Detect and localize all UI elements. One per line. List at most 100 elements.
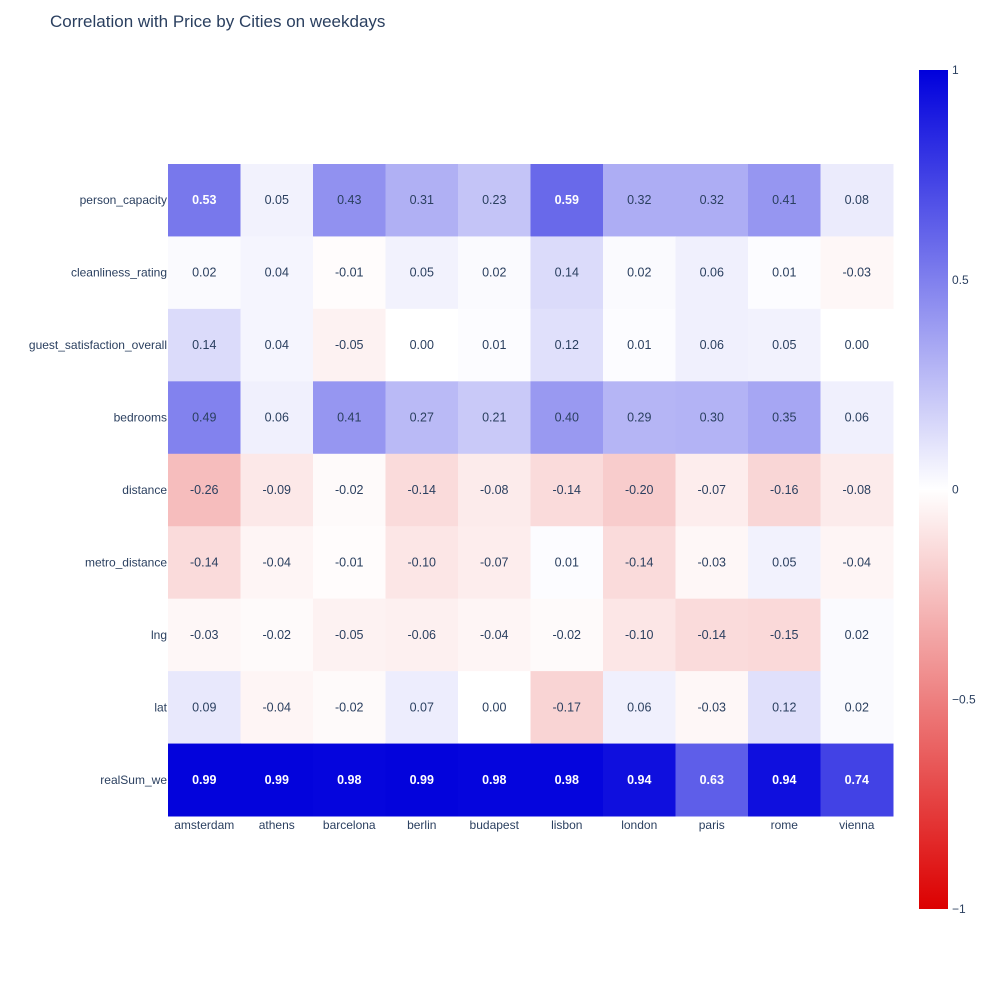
heatmap-cell: [820, 743, 894, 817]
heatmap-cell-label: -0.14: [625, 555, 654, 569]
y-axis: person_capacity cleanliness_rating guest_s…: [29, 193, 168, 787]
heatmap-cell: [675, 743, 749, 817]
heatmap-cell-label: 0.43: [337, 193, 361, 207]
colorbar: 1 0.5 0 −0.5 −1: [919, 63, 976, 916]
heatmap-cell: [385, 164, 459, 237]
heatmap-cell: [458, 671, 531, 745]
heatmap-cell-label: 0.41: [772, 193, 796, 207]
heatmap-cell: [675, 671, 749, 745]
colorbar-tick-label: 0: [952, 483, 959, 497]
heatmap-cell: [313, 743, 386, 817]
heatmap-cell-label: 0.05: [772, 555, 796, 569]
heatmap-cell: [168, 236, 241, 310]
heatmap-cell: [385, 526, 459, 600]
heatmap-cell-label: 0.06: [700, 338, 724, 352]
heatmap-cell-label: -0.10: [408, 555, 437, 569]
heatmap-cell-label: -0.16: [770, 483, 799, 497]
heatmap-cell: [385, 598, 459, 672]
heatmap-cell: [240, 453, 314, 527]
heatmap-cell-label: 0.35: [772, 411, 796, 425]
colorbar-tick-label: −1: [952, 902, 966, 916]
heatmap-cell-labels: 0.53 0.05 0.43 0.31 0.23 0.59 0.32 0.32 0.41 0.08…: [190, 193, 871, 787]
heatmap-cell: [168, 164, 241, 237]
heatmap-cell: [675, 164, 749, 237]
heatmap-cell-label: -0.08: [843, 483, 872, 497]
heatmap-cell-label: -0.20: [625, 483, 654, 497]
heatmap-cell-label: 0.94: [772, 773, 796, 787]
heatmap-cell-label: 0.05: [265, 193, 289, 207]
heatmap-cell: [675, 381, 749, 455]
heatmap-cell-label: -0.08: [480, 483, 509, 497]
heatmap-cell: [168, 671, 241, 745]
heatmap-cell-label: 0.29: [627, 411, 651, 425]
heatmap-cell: [530, 236, 604, 310]
heatmap-cell: [313, 164, 386, 237]
heatmap-cell-label: -0.06: [408, 628, 437, 642]
heatmap-cell: [675, 598, 749, 672]
heatmap-cell-label: -0.09: [263, 483, 292, 497]
heatmap-cell-label: -0.17: [553, 700, 582, 714]
heatmap-cell: [603, 308, 676, 382]
heatmap-cell-label: -0.04: [480, 628, 509, 642]
heatmap-cell-label: 0.14: [192, 338, 216, 352]
heatmap-cell: [385, 453, 459, 527]
heatmap-cell: [313, 308, 386, 382]
heatmap-cell: [458, 308, 531, 382]
heatmap-cell-label: 0.98: [555, 773, 579, 787]
heatmap-cell-label: 0.05: [410, 266, 434, 280]
heatmap-cells: [168, 164, 894, 817]
y-tick-label: metro_distance: [85, 555, 167, 569]
heatmap-cell-label: 0.01: [627, 338, 651, 352]
heatmap-cell-label: 0.01: [482, 338, 506, 352]
heatmap-cell-label: -0.10: [625, 628, 654, 642]
heatmap-cell-label: 0.08: [845, 193, 869, 207]
heatmap-cell: [748, 236, 821, 310]
x-axis: amsterdam athens barcelona berlin budapest li…: [174, 818, 875, 832]
heatmap-cell: [748, 671, 821, 745]
heatmap-cell-label: -0.05: [335, 628, 364, 642]
heatmap-cell-label: -0.01: [335, 555, 364, 569]
x-tick-label: athens: [259, 818, 295, 832]
heatmap-cell-label: 0.01: [555, 555, 579, 569]
heatmap-cell-label: 0.02: [482, 266, 506, 280]
heatmap-cell: [240, 308, 314, 382]
heatmap-cell-label: -0.02: [553, 628, 582, 642]
heatmap-cell-label: 0.30: [700, 411, 724, 425]
heatmap-cell-label: 0.06: [700, 266, 724, 280]
heatmap-cell: [820, 381, 894, 455]
heatmap-cell-label: 0.98: [337, 773, 361, 787]
heatmap-cell: [530, 598, 604, 672]
heatmap-cell: [530, 164, 604, 237]
heatmap-cell: [240, 236, 314, 310]
heatmap-cell-label: 0.00: [410, 338, 434, 352]
heatmap-cell: [313, 453, 386, 527]
heatmap-cell: [458, 164, 531, 237]
heatmap-cell-label: -0.04: [843, 555, 872, 569]
heatmap-cell-label: -0.05: [335, 338, 364, 352]
heatmap-cell: [458, 526, 531, 600]
x-tick-label: lisbon: [551, 818, 582, 832]
heatmap-cell: [458, 598, 531, 672]
heatmap-cell-label: -0.07: [480, 555, 509, 569]
heatmap-cell-label: 0.53: [192, 193, 216, 207]
heatmap-cell-label: 0.49: [192, 411, 216, 425]
heatmap-cell: [603, 526, 676, 600]
heatmap-cell-label: 0.40: [555, 411, 579, 425]
heatmap-cell: [820, 236, 894, 310]
heatmap-cell: [820, 164, 894, 237]
heatmap-cell: [820, 598, 894, 672]
heatmap-cell: [313, 526, 386, 600]
heatmap-cell-label: 0.32: [627, 193, 651, 207]
heatmap-cell: [168, 743, 241, 817]
heatmap-cell-label: 0.12: [555, 338, 579, 352]
heatmap-cell: [748, 743, 821, 817]
heatmap-cell: [385, 743, 459, 817]
heatmap-cell: [603, 743, 676, 817]
heatmap-cell-label: 0.99: [410, 773, 434, 787]
heatmap-cell: [820, 308, 894, 382]
heatmap-cell: [240, 598, 314, 672]
heatmap-cell-label: 0.12: [772, 700, 796, 714]
heatmap-cell: [748, 308, 821, 382]
heatmap-cell-label: 0.00: [482, 700, 506, 714]
heatmap-cell-label: 0.27: [410, 411, 434, 425]
